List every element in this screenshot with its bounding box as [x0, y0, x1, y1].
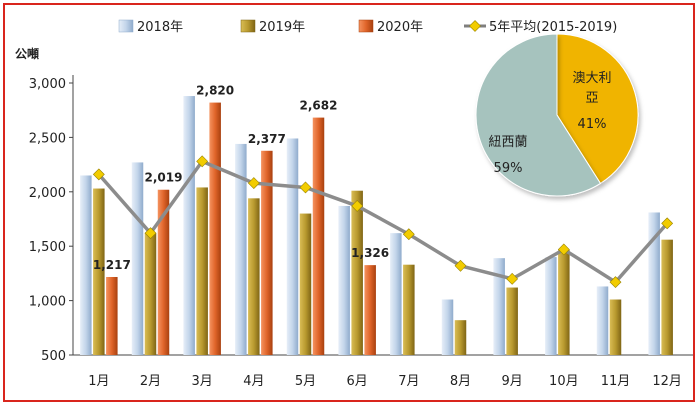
data-label-2020: 2,820: [196, 84, 234, 98]
bar-2018: [596, 286, 609, 355]
bar-2019: [506, 287, 518, 355]
legend: 2018年 2019年 2020年 5年平均(2015-2019): [118, 19, 617, 35]
bar-2019: [351, 190, 363, 355]
legend-swatch-2018: [118, 19, 134, 33]
y-tick-label: 2,500: [29, 131, 66, 146]
x-tick-label: 5月: [295, 374, 316, 389]
bar-2018: [338, 205, 350, 355]
bar-2018: [286, 138, 299, 355]
bar-2019: [248, 198, 260, 355]
bar-2019: [403, 264, 415, 355]
average-marker: [661, 217, 674, 230]
bar-2018: [441, 299, 454, 355]
x-tick-label: 10月: [549, 374, 579, 389]
bar-2020: [106, 276, 118, 355]
bar-2019: [144, 233, 157, 355]
pie-slice-label: 亞: [585, 91, 598, 106]
data-label-2020: 1,217: [93, 258, 131, 272]
bar-2018: [493, 258, 505, 355]
average-marker: [247, 177, 260, 190]
bar-2020: [312, 117, 325, 356]
x-tick-label: 7月: [398, 374, 419, 389]
y-tick-label: 1,500: [29, 240, 66, 255]
data-label-2020: 2,019: [145, 171, 183, 185]
x-tick-label: 4月: [243, 374, 264, 389]
bar-2019: [93, 188, 105, 355]
average-marker: [454, 259, 467, 272]
bar-2018: [80, 175, 92, 355]
pie-slice-percent: 59%: [494, 161, 523, 176]
average-marker: [92, 168, 105, 181]
average-line-path: [97, 159, 669, 284]
bar-2019: [558, 249, 570, 355]
legend-label-2019: 2019年: [259, 20, 305, 35]
axes: 500 1,000 1,500 2,000 2,500 3,000 1月 2月 3月 4月 5月 6月…: [29, 75, 693, 389]
legend-swatch-average-marker: [469, 20, 481, 32]
average-marker: [144, 227, 157, 240]
pie-slice-label: 紐西蘭: [488, 134, 527, 150]
average-marker: [557, 243, 570, 256]
chart-svg: 2018年 2019年 2020年 5年平均(2015-2019) 公噸 500…: [15, 19, 693, 389]
average-marker: [196, 155, 209, 168]
bar-2019: [196, 187, 208, 355]
bar-2019: [609, 299, 622, 355]
bar-2018: [648, 212, 660, 355]
bar-2018: [235, 143, 247, 355]
average-marker: [609, 276, 622, 289]
legend-swatch-2020: [358, 19, 374, 33]
average-marker: [299, 181, 312, 194]
x-tick-label: 11月: [601, 374, 631, 389]
data-label-2020: 1,326: [351, 246, 389, 260]
y-axis-unit-label: 公噸: [15, 46, 39, 61]
bar-2018: [183, 96, 195, 355]
bar-2018: [390, 233, 402, 355]
bar-2020: [209, 102, 221, 355]
bar-2020: [261, 150, 273, 355]
y-tick-label: 3,000: [29, 77, 66, 92]
bar-2020: [364, 265, 376, 355]
x-tick-label: 6月: [347, 374, 368, 389]
pie-slice-label: 澳大利: [572, 70, 611, 86]
average-marker: [506, 272, 519, 285]
average-marker: [402, 228, 415, 241]
average-line: [92, 155, 674, 289]
chart-frame: 2018年 2019年 2020年 5年平均(2015-2019) 公噸 500…: [3, 3, 695, 402]
y-tick-label: 500: [41, 349, 66, 364]
x-tick-label: 1月: [88, 374, 109, 389]
y-tick-label: 1,000: [29, 295, 66, 310]
y-tick-label: 2,000: [29, 186, 66, 201]
bar-2018: [131, 162, 144, 355]
x-tick-label: 9月: [502, 374, 523, 389]
legend-swatch-2019: [240, 19, 256, 33]
bar-2020: [157, 189, 170, 355]
pie-slice: [475, 33, 602, 197]
bars: [80, 96, 673, 356]
legend-label-2020: 2020年: [377, 20, 423, 35]
average-marker: [351, 200, 364, 212]
data-labels: 1,217 2,019 2,820 2,377 2,682 1,326: [93, 84, 389, 272]
data-label-2020: 2,682: [300, 99, 338, 113]
x-tick-label: 12月: [652, 374, 682, 389]
bar-2018: [545, 257, 557, 355]
pie-slice-percent: 41%: [578, 117, 607, 132]
legend-label-2018: 2018年: [137, 20, 183, 35]
x-tick-label: 8月: [450, 374, 471, 389]
data-label-2020: 2,377: [248, 132, 286, 146]
x-tick-label: 3月: [192, 374, 213, 389]
x-tick-label: 2月: [140, 374, 161, 389]
legend-label-average: 5年平均(2015-2019): [489, 20, 617, 35]
bar-2019: [299, 213, 312, 355]
bar-2019: [454, 320, 467, 355]
bar-2019: [661, 239, 673, 355]
